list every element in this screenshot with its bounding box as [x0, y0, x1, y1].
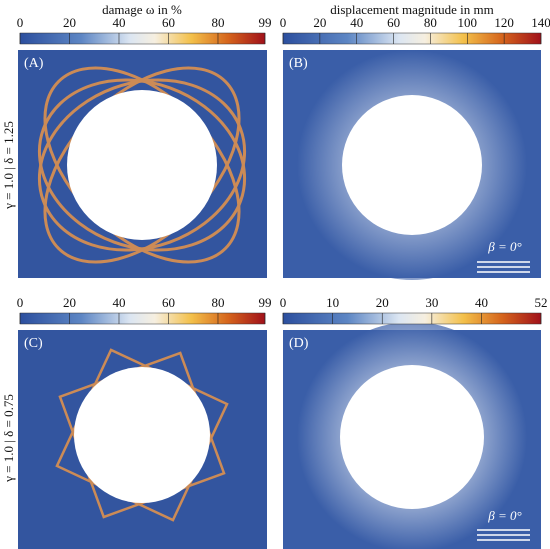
tick-label: 30 — [425, 295, 438, 310]
annotation: β = 0° — [487, 239, 521, 254]
row-label: γ = 1.0 | δ = 0.75 — [1, 394, 16, 483]
tick-label: 0 — [17, 15, 24, 30]
tick-label: 100 — [458, 15, 478, 30]
tick-label: 120 — [494, 15, 514, 30]
tick-label: 0 — [280, 15, 287, 30]
annotation: β = 0° — [487, 508, 521, 523]
tick-label: 60 — [162, 295, 175, 310]
colorbar — [19, 32, 266, 45]
tick-label: 40 — [350, 15, 363, 30]
panel-label: (A) — [24, 56, 44, 71]
panel-c: (C) — [18, 330, 267, 549]
tick-label: 60 — [162, 15, 175, 30]
colorbar — [282, 32, 542, 45]
tick-label: 40 — [475, 295, 488, 310]
colorbar — [282, 312, 542, 325]
tick-label: 20 — [63, 15, 76, 30]
tick-label: 40 — [112, 15, 125, 30]
tick-label: 20 — [376, 295, 389, 310]
column-title: damage ω in % — [102, 2, 182, 17]
panel-label: (D) — [289, 336, 309, 351]
tick-label: 80 — [424, 15, 437, 30]
panel-label: (B) — [289, 56, 308, 71]
tick-label: 40 — [112, 295, 125, 310]
panel-a: (A) — [18, 50, 267, 278]
tick-label: 0 — [17, 295, 24, 310]
row-label: γ = 1.0 | δ = 1.25 — [1, 121, 16, 210]
panel-label: (C) — [24, 336, 43, 351]
tick-label: 80 — [211, 295, 224, 310]
tick-label: 52 — [535, 295, 548, 310]
tick-label: 20 — [63, 295, 76, 310]
tick-label: 140 — [531, 15, 550, 30]
tick-label: 99 — [259, 295, 272, 310]
tick-label: 80 — [211, 15, 224, 30]
tick-label: 20 — [313, 15, 326, 30]
tick-label: 99 — [259, 15, 272, 30]
panel-d: (D) β = 0° — [283, 322, 541, 549]
colorbar — [19, 312, 266, 325]
tick-label: 0 — [280, 295, 287, 310]
column-title: displacement magnitude in mm — [330, 2, 494, 17]
tick-label: 60 — [387, 15, 400, 30]
tick-label: 10 — [326, 295, 339, 310]
panel-b: (B) β = 0° — [283, 50, 541, 280]
